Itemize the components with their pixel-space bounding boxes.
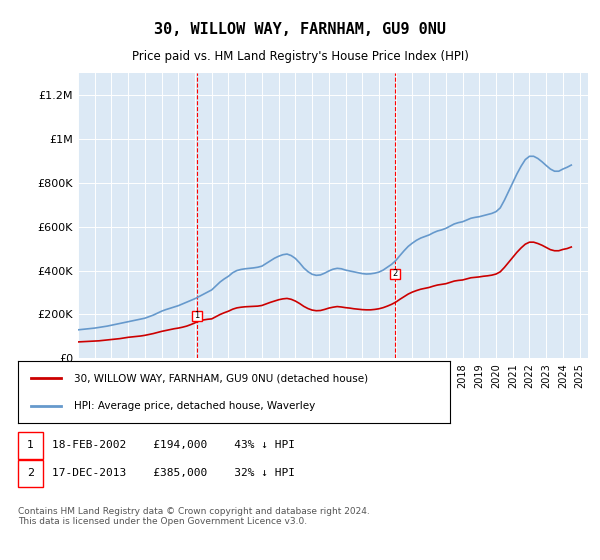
Text: Price paid vs. HM Land Registry's House Price Index (HPI): Price paid vs. HM Land Registry's House … [131, 50, 469, 63]
Text: 1: 1 [27, 440, 34, 450]
Text: Contains HM Land Registry data © Crown copyright and database right 2024.
This d: Contains HM Land Registry data © Crown c… [18, 507, 370, 526]
Text: 17-DEC-2013    £385,000    32% ↓ HPI: 17-DEC-2013 £385,000 32% ↓ HPI [52, 468, 295, 478]
Text: 2: 2 [392, 269, 398, 278]
Text: 18-FEB-2002    £194,000    43% ↓ HPI: 18-FEB-2002 £194,000 43% ↓ HPI [52, 440, 295, 450]
Text: 1: 1 [194, 311, 200, 320]
Text: 30, WILLOW WAY, FARNHAM, GU9 0NU: 30, WILLOW WAY, FARNHAM, GU9 0NU [154, 22, 446, 38]
Text: 2: 2 [27, 468, 34, 478]
Text: HPI: Average price, detached house, Waverley: HPI: Average price, detached house, Wave… [74, 400, 316, 410]
Text: 30, WILLOW WAY, FARNHAM, GU9 0NU (detached house): 30, WILLOW WAY, FARNHAM, GU9 0NU (detach… [74, 374, 368, 384]
